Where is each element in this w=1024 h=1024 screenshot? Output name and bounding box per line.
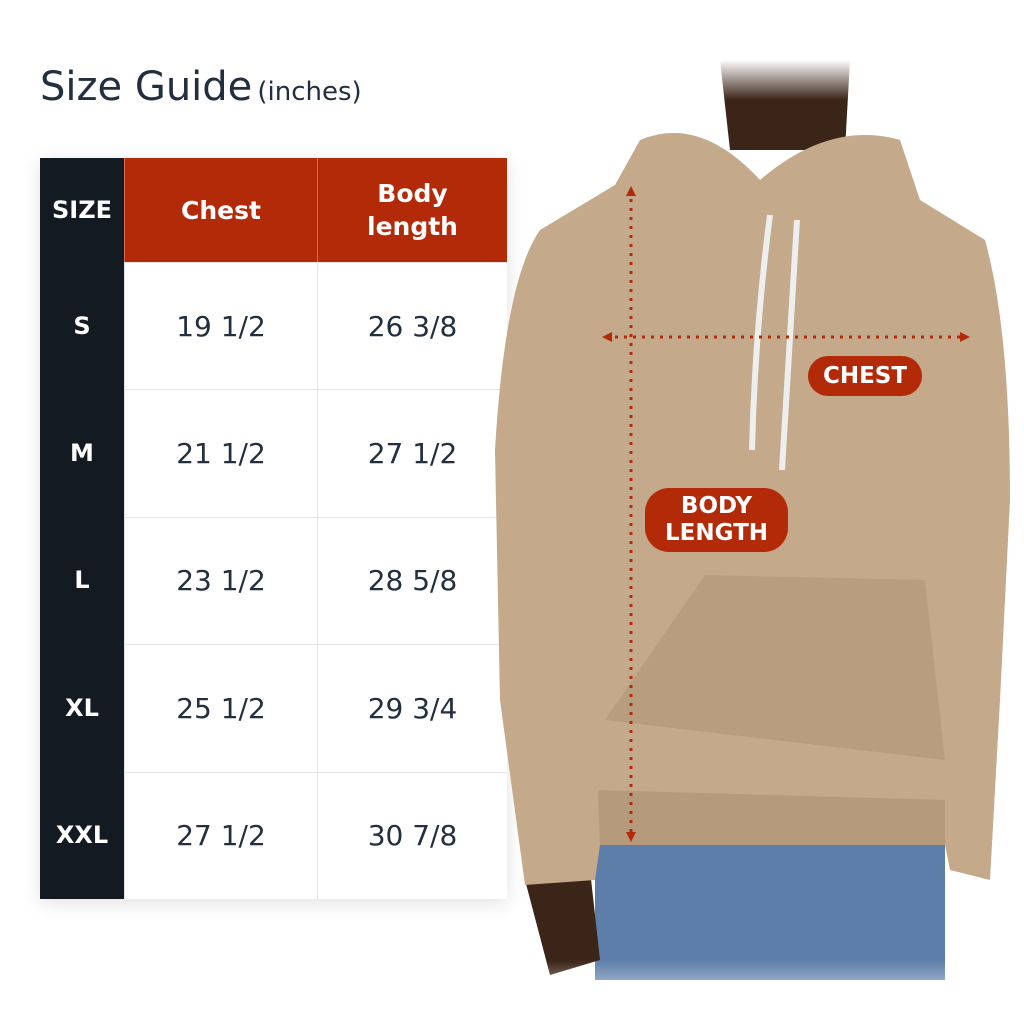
- body-length-label: BODY LENGTH: [645, 488, 788, 552]
- table-cell-chest: 23 1/2: [124, 516, 317, 645]
- jeans: [595, 840, 945, 980]
- table-cell-size: L: [40, 516, 124, 645]
- title-unit: (inches): [257, 77, 362, 107]
- table-cell-size: S: [40, 262, 124, 390]
- drawstring-right: [779, 219, 800, 471]
- table-cell-size: XL: [40, 644, 124, 772]
- header-size: SIZE: [40, 158, 124, 262]
- table-cell-chest: 19 1/2: [124, 262, 317, 390]
- table-cell-size: M: [40, 389, 124, 517]
- table-cell-chest: 21 1/2: [124, 389, 317, 517]
- header-body-length: Body length: [317, 158, 507, 262]
- waistband: [598, 790, 945, 845]
- title-main: Size Guide: [40, 64, 253, 110]
- pocket: [605, 575, 945, 760]
- table-cell-body-length: 27 1/2: [317, 389, 507, 517]
- table-cell-size: XXL: [40, 771, 124, 899]
- table-cell-body-length: 29 3/4: [317, 644, 507, 772]
- table-cell-body-length: 30 7/8: [317, 771, 507, 899]
- table-cell-body-length: 26 3/8: [317, 262, 507, 390]
- header-chest: Chest: [124, 158, 317, 262]
- page-title: Size Guide (inches): [40, 64, 362, 110]
- table-cell-chest: 25 1/2: [124, 644, 317, 772]
- table-cell-chest: 27 1/2: [124, 771, 317, 899]
- table-cell-body-length: 28 5/8: [317, 516, 507, 645]
- chest-label: CHEST: [808, 356, 922, 396]
- left-hand: [525, 870, 600, 975]
- size-table: SIZE Chest Body length S 19 1/2 26 3/8 M 21 …: [40, 158, 507, 899]
- hoodie-model-image: [480, 60, 1024, 1024]
- drawstring-left: [749, 214, 773, 451]
